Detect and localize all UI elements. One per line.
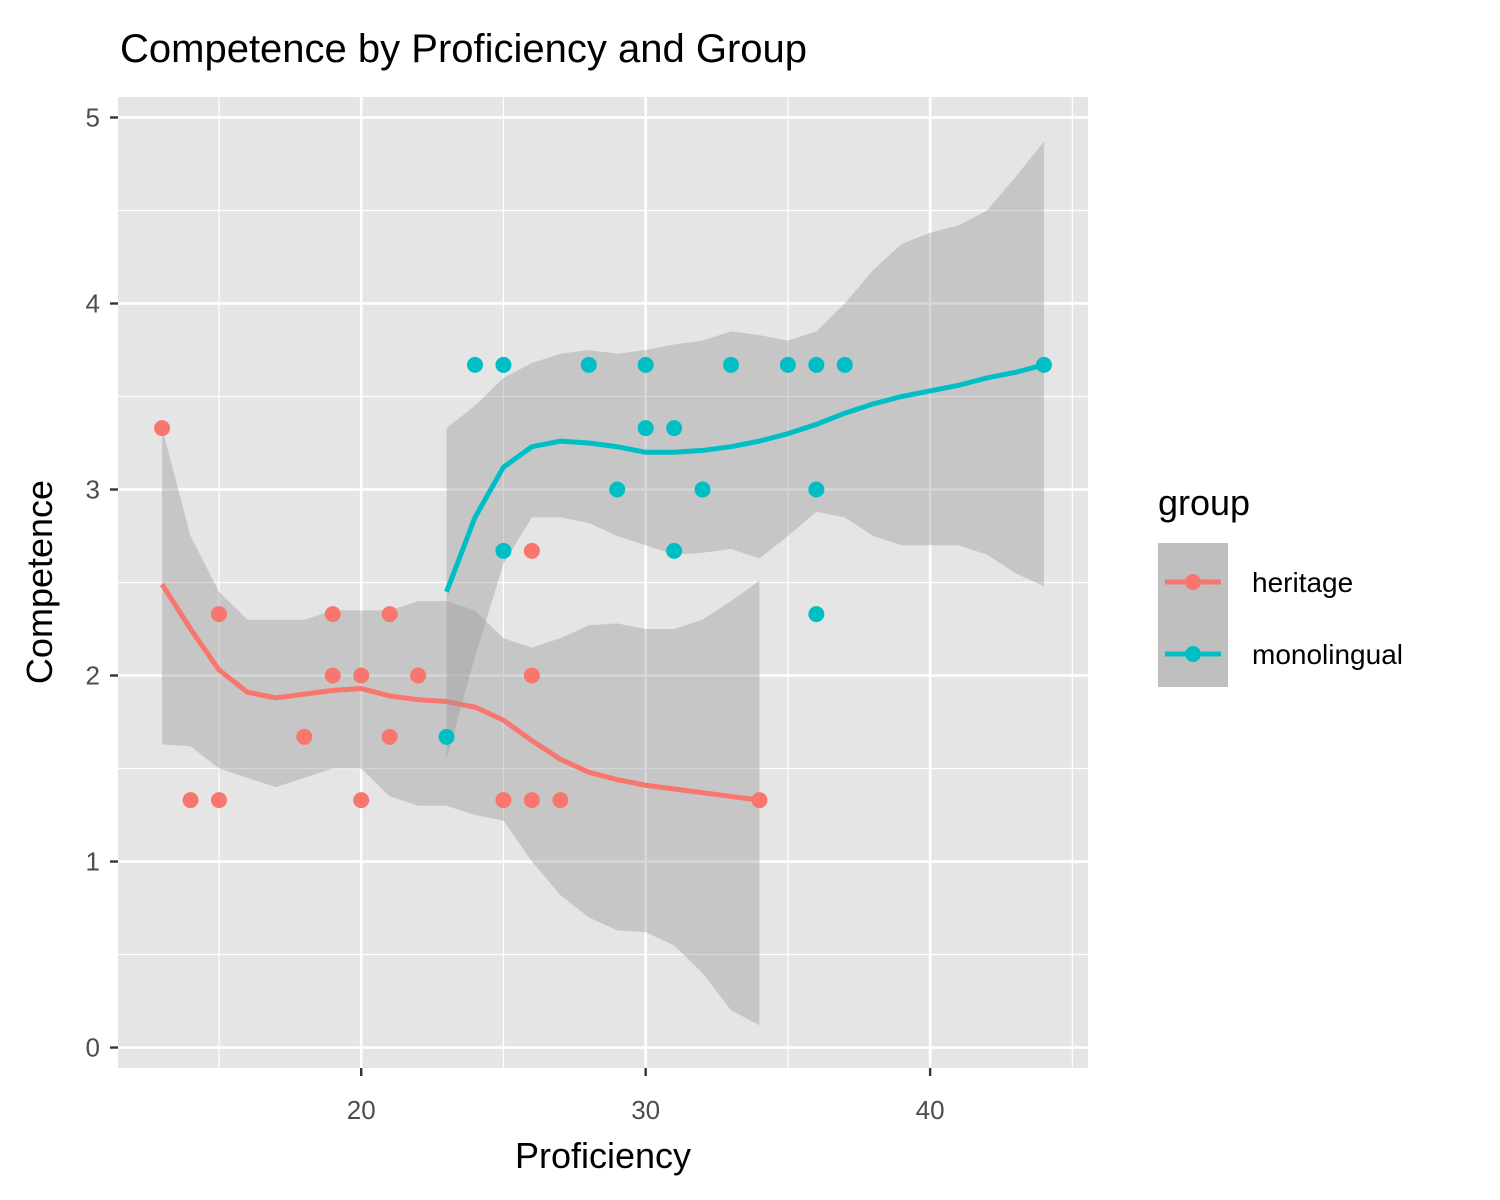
point <box>580 356 597 373</box>
point <box>836 356 853 373</box>
point <box>723 356 740 373</box>
point <box>210 792 227 809</box>
point <box>324 667 341 684</box>
point <box>609 481 626 498</box>
smooth-line <box>444 362 1045 593</box>
point <box>495 542 512 559</box>
point <box>466 356 483 373</box>
y-axis-title: Competence <box>19 480 60 684</box>
point <box>296 728 313 745</box>
point <box>808 606 825 623</box>
point <box>666 420 683 437</box>
point <box>637 356 654 373</box>
point <box>438 728 455 745</box>
point <box>666 542 683 559</box>
point <box>381 728 398 745</box>
point <box>523 542 540 559</box>
x-tick-label: 40 <box>916 1095 945 1125</box>
point <box>495 792 512 809</box>
point <box>694 481 711 498</box>
y-tick-label: 5 <box>86 102 100 132</box>
legend-point <box>1185 574 1201 590</box>
legend-key-background <box>1158 543 1228 687</box>
point <box>523 667 540 684</box>
point <box>154 420 171 437</box>
legend-point <box>1185 646 1201 662</box>
legend-label: monolingual <box>1252 639 1403 670</box>
legend-label: heritage <box>1252 567 1353 598</box>
point <box>210 606 227 623</box>
y-tick-label: 3 <box>86 474 100 504</box>
point <box>381 606 398 623</box>
point <box>353 667 370 684</box>
smooth-line <box>159 583 760 803</box>
y-tick-label: 2 <box>86 661 100 691</box>
x-tick-label: 20 <box>347 1095 376 1125</box>
y-tick-label: 4 <box>86 288 100 318</box>
chart-title: Competence by Proficiency and Group <box>120 27 807 71</box>
point <box>410 667 427 684</box>
point <box>523 792 540 809</box>
confidence-ribbon <box>162 428 760 1026</box>
point <box>808 481 825 498</box>
point <box>808 356 825 373</box>
y-tick-label: 0 <box>86 1033 100 1063</box>
x-axis-title: Proficiency <box>515 1135 691 1176</box>
confidence-ribbon <box>446 141 1044 760</box>
y-tick-label: 1 <box>86 847 100 877</box>
point <box>353 792 370 809</box>
point <box>552 792 569 809</box>
legend-title: group <box>1158 482 1250 523</box>
point <box>779 356 796 373</box>
point <box>637 420 654 437</box>
point <box>324 606 341 623</box>
point <box>495 356 512 373</box>
x-tick-label: 30 <box>631 1095 660 1125</box>
point <box>182 792 199 809</box>
